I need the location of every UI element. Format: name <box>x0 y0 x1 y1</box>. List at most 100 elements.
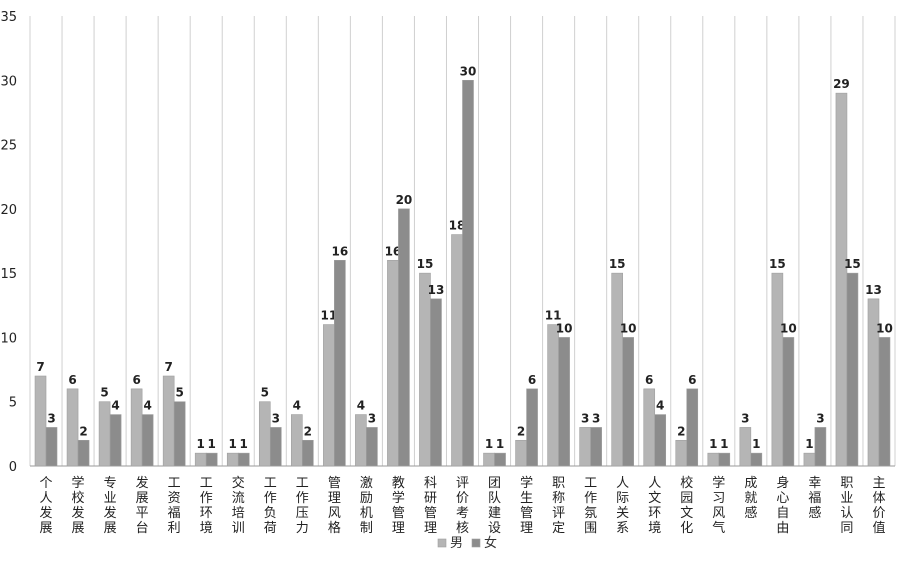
data-label: 1 <box>485 437 493 451</box>
bar <box>739 427 752 467</box>
x-tick-label: 主体价值 <box>872 476 885 536</box>
data-label: 4 <box>656 399 664 413</box>
data-label: 4 <box>111 399 119 413</box>
x-tick-label: 专业发展 <box>104 476 117 536</box>
bar <box>451 234 463 467</box>
bar <box>622 337 634 467</box>
data-label: 2 <box>677 424 685 438</box>
bar <box>462 79 474 467</box>
bar <box>205 452 218 467</box>
bar <box>162 375 175 467</box>
bar <box>707 452 720 467</box>
legend-label: 女 <box>484 535 497 551</box>
bar <box>483 452 495 467</box>
x-tick-label: 发展平台 <box>136 475 149 536</box>
bar <box>173 401 186 467</box>
bar <box>579 427 591 467</box>
y-tick-label: 10 <box>0 331 17 346</box>
bar <box>750 452 763 467</box>
x-tick-label: 职称评定 <box>552 476 565 536</box>
x-tick-label: 个人发展 <box>40 476 53 536</box>
bar <box>66 388 79 467</box>
data-label: 4 <box>357 399 365 413</box>
data-label: 16 <box>332 244 349 258</box>
bar <box>643 388 656 467</box>
bar <box>98 401 111 467</box>
data-label: 16 <box>385 244 402 258</box>
y-tick-label: 25 <box>0 139 17 154</box>
bar <box>590 427 602 467</box>
bar <box>558 337 570 467</box>
data-label: 1 <box>709 437 717 451</box>
data-label: 11 <box>545 309 562 323</box>
bar <box>141 414 154 467</box>
data-label: 4 <box>293 399 301 413</box>
data-label: 18 <box>449 219 466 233</box>
data-label: 15 <box>769 257 786 271</box>
data-label: 6 <box>688 373 696 387</box>
data-label: 29 <box>833 77 850 91</box>
data-label: 13 <box>428 283 445 297</box>
data-label: 30 <box>460 64 477 78</box>
data-label: 3 <box>741 411 749 425</box>
x-tick-label: 工作氛围 <box>584 476 597 536</box>
data-label: 1 <box>197 437 205 451</box>
data-label: 3 <box>581 411 589 425</box>
x-tick-label: 交流培训 <box>232 475 245 536</box>
x-tick-label: 人际关系 <box>616 476 629 536</box>
bar <box>194 452 207 467</box>
bar <box>878 337 891 467</box>
x-tick-label: 幸福感 <box>808 476 821 521</box>
x-tick-label: 职业认同 <box>840 476 853 536</box>
y-tick-label: 0 <box>9 460 17 475</box>
bar <box>109 414 122 467</box>
bar <box>494 452 506 467</box>
bar <box>718 452 731 467</box>
bar <box>547 324 559 467</box>
y-tick-label: 35 <box>0 10 17 25</box>
bar <box>611 272 623 467</box>
data-label: 7 <box>36 360 44 374</box>
bar <box>526 388 538 467</box>
data-label: 2 <box>517 424 525 438</box>
y-tick-label: 15 <box>0 267 17 282</box>
bar <box>323 324 335 467</box>
legend-swatch <box>437 538 447 548</box>
data-label: 20 <box>396 193 413 207</box>
legend-swatch <box>471 538 481 548</box>
bar <box>34 375 47 467</box>
bar <box>291 414 303 467</box>
data-label: 15 <box>417 257 434 271</box>
bar <box>387 259 399 467</box>
bar <box>302 439 314 467</box>
data-label: 15 <box>844 257 861 271</box>
data-label: 7 <box>164 360 172 374</box>
data-label: 1 <box>208 437 216 451</box>
x-tick-label: 身心自由 <box>776 475 789 536</box>
bar <box>334 259 346 467</box>
data-label: 1 <box>720 437 728 451</box>
data-label: 15 <box>609 257 626 271</box>
bar <box>419 272 431 467</box>
data-label: 6 <box>645 373 653 387</box>
data-label: 3 <box>47 411 55 425</box>
bar <box>226 452 239 467</box>
x-tick-label: 成就感 <box>744 476 757 521</box>
bar <box>654 414 667 467</box>
data-label: 2 <box>304 424 312 438</box>
bar <box>355 414 367 467</box>
x-tick-label: 教学管理 <box>392 475 405 536</box>
bar <box>782 337 795 467</box>
x-tick-label: 评价考核 <box>456 476 469 536</box>
x-tick-label: 工作负荷 <box>264 476 277 536</box>
data-label: 6 <box>528 373 536 387</box>
data-label: 3 <box>592 411 600 425</box>
bar <box>130 388 143 467</box>
x-tick-label: 工资福利 <box>168 476 181 536</box>
bar <box>366 427 378 467</box>
data-label: 4 <box>143 399 151 413</box>
data-label: 10 <box>780 321 797 335</box>
x-tick-label: 管理风格 <box>328 476 341 536</box>
